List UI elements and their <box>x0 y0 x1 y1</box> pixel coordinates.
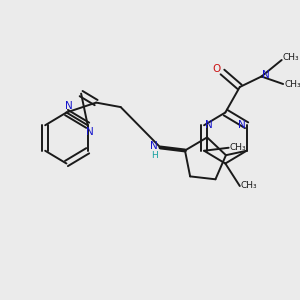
Text: N: N <box>150 141 158 151</box>
Text: N: N <box>86 127 94 137</box>
Text: N: N <box>206 120 213 130</box>
Text: H: H <box>151 152 158 160</box>
Text: N: N <box>65 101 73 111</box>
Text: N: N <box>262 70 270 80</box>
Text: N: N <box>238 120 245 130</box>
Text: CH₃: CH₃ <box>284 80 300 88</box>
Text: CH₃: CH₃ <box>241 182 257 190</box>
Text: O: O <box>212 64 221 74</box>
Text: CH₃: CH₃ <box>283 53 299 62</box>
Text: CH₃: CH₃ <box>230 143 246 152</box>
